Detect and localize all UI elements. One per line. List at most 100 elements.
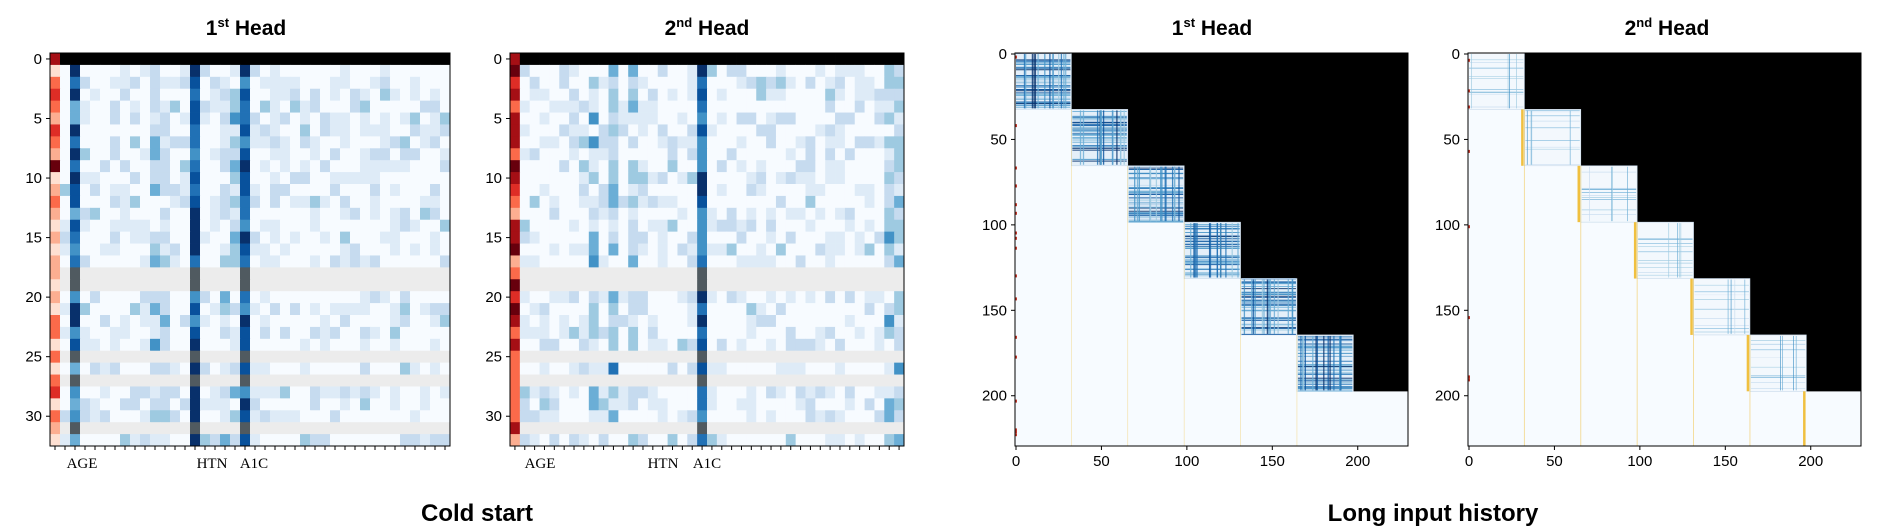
- heatmap-cell: [150, 386, 161, 399]
- heatmap-cell: [618, 100, 629, 113]
- heatmap-cell: [310, 326, 321, 340]
- heatmap-cell: [260, 64, 271, 78]
- heatmap-cell: [707, 207, 718, 221]
- heatmap-cell: [795, 350, 806, 364]
- heatmap-cell: [190, 184, 201, 197]
- heatmap-cell: [270, 160, 281, 173]
- x-tick-label: 150: [1713, 453, 1738, 470]
- heatmap-cell: [340, 422, 351, 435]
- heatmap-cell: [180, 219, 191, 233]
- heatmap-cell: [180, 362, 191, 375]
- heatmap-cell: [746, 291, 757, 304]
- heatmap-cell: [340, 207, 351, 221]
- heatmap-cell: [775, 350, 787, 364]
- heatmap-cell: [726, 207, 737, 221]
- heatmap-cell: [80, 267, 91, 280]
- heatmap-cell: [628, 231, 639, 244]
- heatmap-cell: [270, 53, 281, 66]
- heatmap-cell: [667, 386, 678, 399]
- heatmap-cell: [667, 267, 678, 280]
- heatmap-cell: [240, 303, 251, 316]
- heatmap-cell: [884, 124, 895, 137]
- heatmap-cell: [785, 231, 797, 244]
- heatmap-cell: [657, 148, 668, 161]
- heatmap-cell: [716, 148, 728, 161]
- heatmap-cell: [608, 76, 619, 90]
- heatmap-cell: [130, 160, 141, 173]
- heatmap-cell: [647, 434, 659, 447]
- heatmap-cell: [90, 410, 101, 423]
- heatmap-cell: [785, 326, 797, 340]
- heatmap-cell: [677, 350, 688, 364]
- heatmap-cell: [390, 374, 401, 387]
- heatmap-cell: [250, 124, 261, 137]
- heatmap-cell: [250, 362, 261, 375]
- first-token-mark: [1015, 355, 1017, 359]
- heatmap-cell: [300, 374, 311, 387]
- heatmap-cell: [529, 267, 540, 280]
- heatmap-cell: [440, 195, 451, 209]
- heatmap-cell: [210, 172, 221, 185]
- heatmap-cell: [100, 219, 111, 233]
- heatmap-cell: [588, 243, 600, 256]
- heatmap-cell: [320, 112, 331, 125]
- heatmap-cell: [657, 64, 668, 78]
- heatmap-cell: [390, 303, 401, 316]
- heatmap-cell: [380, 434, 391, 447]
- heatmap-cell: [440, 207, 451, 221]
- heatmap-cell: [220, 112, 231, 125]
- y-tick-label: 100: [1435, 217, 1460, 234]
- first-token-mark: [1015, 55, 1017, 59]
- heatmap-cell: [260, 398, 271, 411]
- heatmap-cell: [60, 100, 71, 113]
- heatmap-cell: [628, 160, 639, 173]
- heatmap-cell: [795, 434, 806, 447]
- heatmap-cell: [519, 386, 531, 399]
- heatmap-cell: [160, 172, 171, 185]
- heatmap-cell: [578, 279, 590, 292]
- heatmap-cell: [608, 279, 619, 292]
- heatmap-cell: [300, 243, 311, 256]
- heatmap-cell: [100, 124, 111, 137]
- heatmap-cell: [180, 160, 191, 173]
- heatmap-cell: [716, 338, 728, 352]
- heatmap-cell: [220, 374, 231, 387]
- heatmap-cell: [440, 64, 451, 78]
- heatmap-cell: [130, 279, 141, 292]
- heatmap-cell: [716, 195, 728, 209]
- heatmap-cell: [110, 64, 121, 78]
- heatmap-cell: [835, 386, 846, 399]
- heatmap-cell: [310, 291, 321, 304]
- heatmap-cell: [130, 303, 141, 316]
- heatmap-cell: [549, 350, 560, 364]
- heatmap-cell: [110, 291, 121, 304]
- heatmap-cell: [70, 88, 81, 102]
- heatmap-cell: [240, 243, 251, 256]
- heatmap-cell: [529, 279, 540, 292]
- heatmap-cell: [716, 386, 728, 399]
- heatmap-cell: [815, 64, 826, 78]
- heatmap-cell: [240, 279, 251, 292]
- heatmap-cell: [539, 410, 550, 423]
- heatmap-cell: [588, 422, 600, 435]
- heatmap-cell: [110, 219, 121, 233]
- heatmap-cell: [835, 291, 846, 304]
- heatmap-cell: [884, 338, 895, 352]
- heatmap-cell: [360, 279, 371, 292]
- heatmap-cell: [420, 243, 431, 256]
- heatmap-cell: [310, 398, 321, 411]
- heatmap-cell: [200, 112, 211, 125]
- heatmap-cell: [529, 172, 540, 185]
- heatmap-cell: [687, 195, 698, 209]
- heatmap-cell: [894, 362, 905, 375]
- heatmap-cell: [290, 76, 301, 90]
- heatmap-cell: [140, 207, 151, 221]
- heatmap-cell: [667, 124, 678, 137]
- heatmap-cell: [250, 231, 261, 244]
- heatmap-cell: [884, 172, 895, 185]
- heatmap-cell: [569, 124, 580, 137]
- heatmap-cell: [628, 148, 639, 161]
- heatmap-cell: [726, 398, 737, 411]
- heatmap-cell: [638, 279, 649, 292]
